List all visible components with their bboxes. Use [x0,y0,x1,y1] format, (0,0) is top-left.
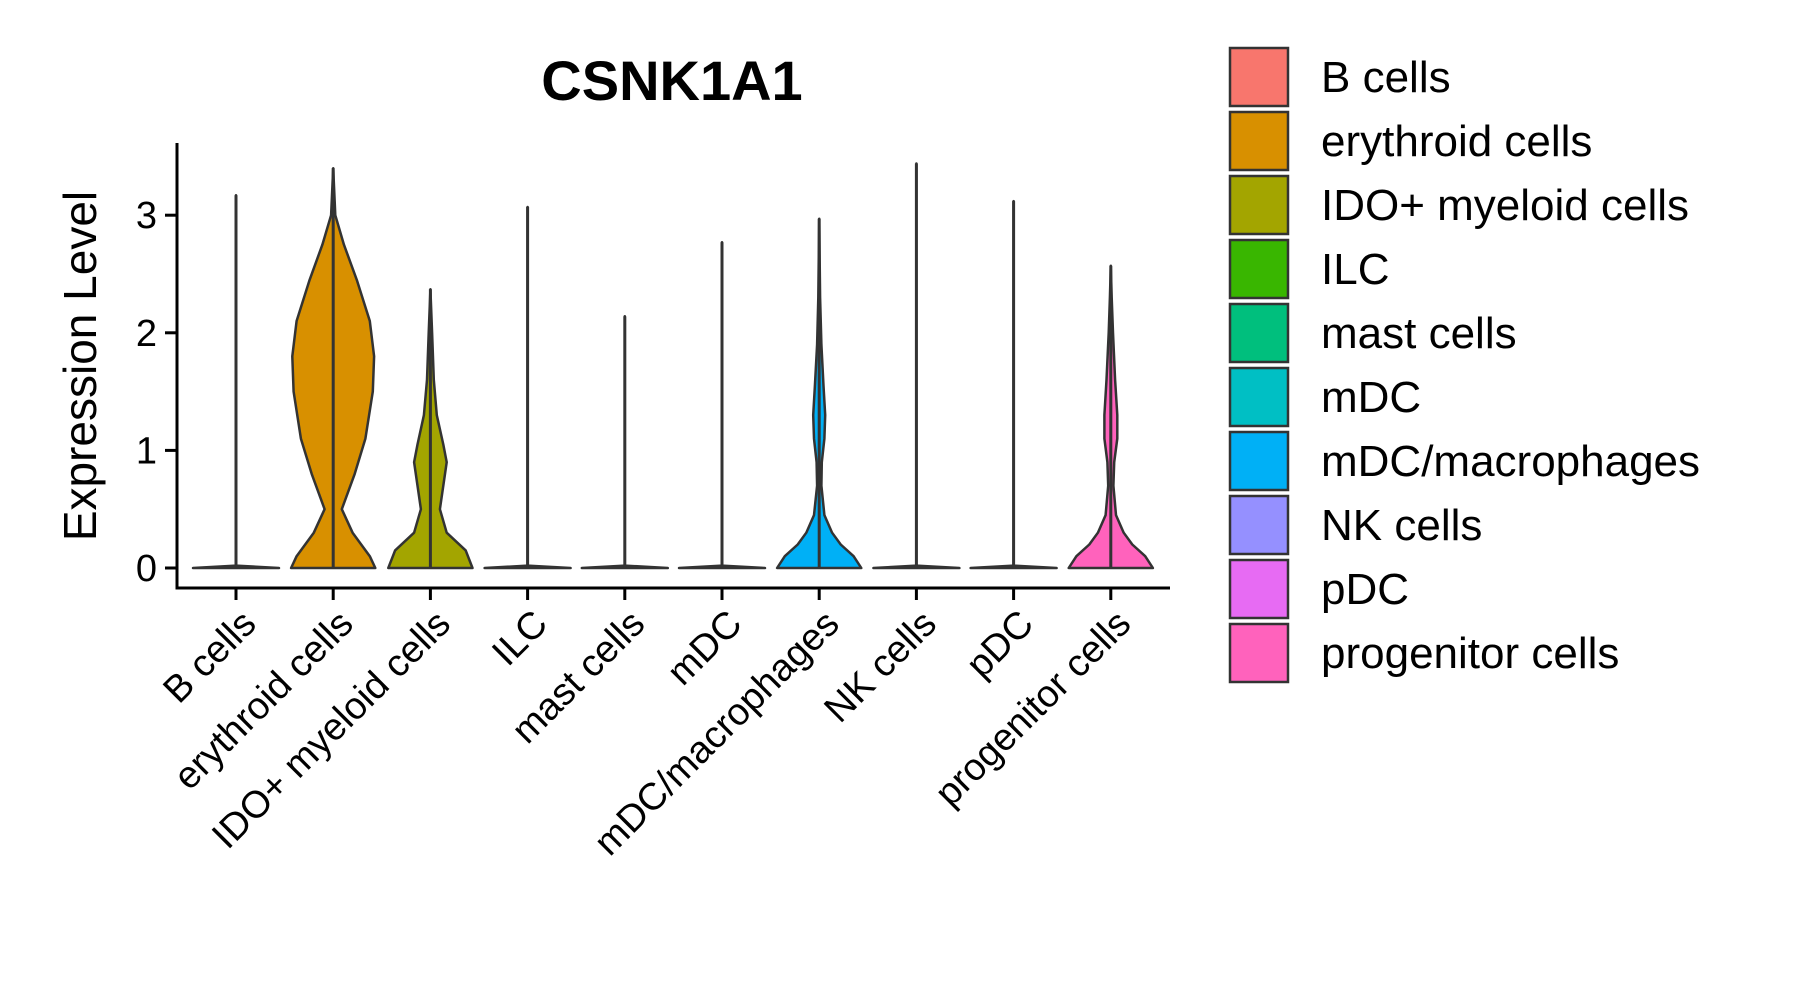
legend-swatch-1 [1228,110,1290,172]
legend-swatch-6 [1228,430,1290,492]
legend-swatch-0 [1228,46,1290,108]
legend-swatch-9 [1228,622,1290,684]
legend-swatch-3 [1228,238,1290,300]
y-tick-label: 3 [136,195,157,237]
legend-label: IDO+ myeloid cells [1321,181,1689,230]
legend-swatch-5 [1228,366,1290,428]
legend-swatch-2 [1228,174,1290,236]
legend-label: progenitor cells [1321,629,1619,678]
y-tick-label: 0 [136,548,157,590]
legend-label: pDC [1321,565,1409,614]
x-tick-label: pDC [959,603,1042,686]
x-tick-label: mDC [659,603,750,694]
legend: B cells erythroid cells IDO+ myeloid cells… [1228,46,1700,684]
legend-label: mDC [1321,373,1421,422]
legend-label: NK cells [1321,501,1482,550]
legend-label: erythroid cells [1321,117,1592,166]
legend-swatch-7 [1228,494,1290,556]
x-tick-label: ILC [484,603,556,675]
legend-label: B cells [1321,53,1451,102]
y-axis-title: Expression Level [54,191,106,541]
legend-swatch-4 [1228,302,1290,364]
legend-label: mast cells [1321,309,1517,358]
legend-label: mDC/macrophages [1321,437,1700,486]
y-tick-label: 1 [136,430,157,472]
legend-swatch-8 [1228,558,1290,620]
chart-title: CSNK1A1 [541,49,802,112]
y-tick-label: 2 [136,313,157,355]
legend-label: ILC [1321,245,1389,294]
